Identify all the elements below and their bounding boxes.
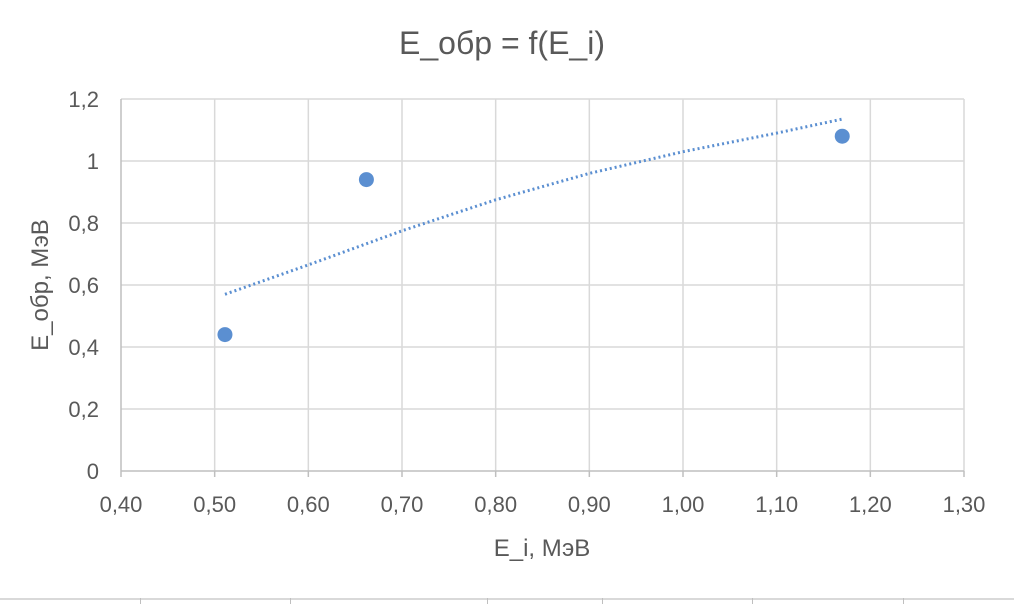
x-tick-label: 0,60 <box>287 492 330 517</box>
divider-tick <box>487 598 488 604</box>
x-tick-label: 1,10 <box>755 492 798 517</box>
y-tick-label: 0,6 <box>68 273 99 298</box>
y-tick-label: 0,2 <box>68 397 99 422</box>
trendline <box>224 117 843 296</box>
x-tick-label: 1,30 <box>943 492 986 517</box>
window-bottom-divider <box>0 598 1014 600</box>
x-tick-label: 0,90 <box>568 492 611 517</box>
x-axis-title: E_i, МэВ <box>494 535 591 562</box>
window-bottom-strip <box>0 596 1014 604</box>
axes <box>120 99 965 477</box>
data-points <box>217 128 850 343</box>
y-tick-label: 1,2 <box>68 87 99 112</box>
y-tick-label: 0,8 <box>68 211 99 236</box>
y-tick-label: 0 <box>87 459 99 484</box>
divider-tick <box>903 598 904 604</box>
trendline-layer <box>224 117 843 296</box>
gridlines <box>121 98 965 471</box>
divider-tick <box>290 598 291 604</box>
data-point <box>358 172 374 188</box>
divider-tick <box>752 598 753 604</box>
y-tick-label: 1 <box>87 149 99 174</box>
data-point <box>217 327 233 343</box>
chart-title: E_обр = f(E_i) <box>399 25 605 61</box>
divider-tick <box>602 598 603 604</box>
y-tick-label: 0,4 <box>68 335 99 360</box>
divider-tick <box>140 598 141 604</box>
x-tick-label: 0,50 <box>193 492 236 517</box>
x-tick-label: 1,20 <box>849 492 892 517</box>
data-point <box>834 128 850 144</box>
x-tick-label: 1,00 <box>662 492 705 517</box>
x-tick-label: 0,40 <box>100 492 143 517</box>
tick-labels: 0,40 0,50 0,60 0,70 0,80 0,90 1,00 1,10 1,20 1,30… <box>68 87 985 517</box>
x-tick-label: 0,70 <box>381 492 424 517</box>
y-axis-title: E_обр, МэВ <box>27 219 54 351</box>
x-tick-label: 0,80 <box>474 492 517 517</box>
